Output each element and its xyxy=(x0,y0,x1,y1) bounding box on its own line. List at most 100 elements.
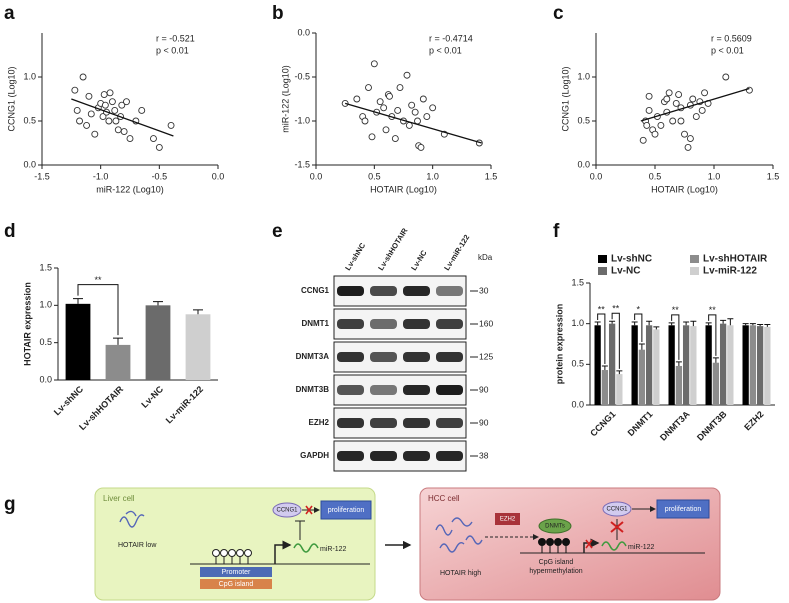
error-bar xyxy=(113,337,123,345)
data-point xyxy=(745,86,753,94)
data-point xyxy=(651,130,659,138)
cpg-label: hypermethylation xyxy=(529,568,582,575)
data-point xyxy=(368,133,376,141)
cell-title: HCC cell xyxy=(428,494,460,503)
error-bar xyxy=(742,323,749,326)
band xyxy=(370,286,397,296)
band xyxy=(436,451,463,461)
dnmt-label: DNMTs xyxy=(545,524,565,530)
correlation: r = 0.5609 xyxy=(711,33,752,43)
error-bar xyxy=(668,322,675,326)
significance: * xyxy=(637,304,641,314)
error-bar xyxy=(764,323,771,327)
panel-letter: a xyxy=(4,3,15,24)
data-point xyxy=(423,113,431,121)
bar xyxy=(705,325,712,405)
p-value: p < 0.01 xyxy=(429,45,462,55)
bar xyxy=(675,365,683,405)
data-point xyxy=(105,117,113,125)
panel-letter: b xyxy=(272,3,284,24)
output-box xyxy=(320,500,372,520)
hotair-icon xyxy=(119,510,145,528)
significance-bracket xyxy=(597,313,606,364)
data-point xyxy=(686,135,694,143)
y-tick-label: -1.5 xyxy=(294,159,310,169)
data-point xyxy=(138,106,146,114)
bar xyxy=(742,325,749,405)
bar xyxy=(719,323,727,405)
legend-swatch xyxy=(690,255,699,263)
cpg-sites xyxy=(212,549,252,564)
y-tick-label: 0.5 xyxy=(571,359,584,369)
bar xyxy=(631,325,638,405)
panel-letter: g xyxy=(4,494,16,515)
x-axis-label: miR-122 (Log10) xyxy=(96,184,164,194)
significance: ** xyxy=(612,304,620,314)
bar xyxy=(690,326,697,405)
legend-label: Lv-miR-122 xyxy=(703,266,757,277)
data-point xyxy=(386,92,393,100)
legend-swatch xyxy=(690,267,699,275)
band xyxy=(403,319,430,329)
band xyxy=(370,418,397,428)
target-node xyxy=(602,501,632,517)
row-label: CCNG1 xyxy=(301,286,330,295)
trend-line xyxy=(640,87,750,122)
band xyxy=(370,451,397,461)
x-tick-label: Lv-shNC xyxy=(52,384,86,418)
row-label: DNMT1 xyxy=(301,319,329,328)
data-point xyxy=(79,73,87,81)
transcription-arrow xyxy=(274,540,292,564)
data-point xyxy=(150,135,157,143)
legend-label: Lv-shNC xyxy=(611,254,652,265)
data-point xyxy=(155,143,163,151)
y-tick-label: 0.5 xyxy=(577,115,590,125)
data-point xyxy=(91,130,99,138)
panel-letter: f xyxy=(553,221,560,242)
band xyxy=(337,418,364,428)
bar xyxy=(682,325,690,405)
error-bar xyxy=(757,323,764,327)
error-bar xyxy=(616,370,623,375)
data-point xyxy=(675,91,683,99)
x-tick-label: 0.0 xyxy=(310,171,323,181)
legend-swatch xyxy=(598,255,607,263)
row-label: GAPDH xyxy=(300,451,329,460)
y-axis-label: CCNG1 (Log10) xyxy=(6,66,16,131)
target-label: CCNG1 xyxy=(606,507,628,513)
cpg-box xyxy=(200,579,272,589)
size-label: 30 xyxy=(479,285,489,295)
data-point xyxy=(111,106,119,114)
bar xyxy=(668,325,675,405)
transcription-arrow xyxy=(583,538,600,553)
promoter-label: Promoter xyxy=(222,569,251,576)
x-tick-label: 1.5 xyxy=(485,171,498,181)
cpg-label: CpG island xyxy=(539,559,574,566)
data-point xyxy=(123,98,130,106)
data-point xyxy=(83,121,91,129)
x-tick-label: 1.5 xyxy=(767,171,780,181)
y-axis-label: HOTAIR expression xyxy=(22,282,32,366)
y-axis-label: protein expression xyxy=(554,304,564,385)
significance-bracket xyxy=(708,314,717,356)
data-point xyxy=(167,121,175,129)
size-label: 90 xyxy=(479,417,489,427)
dnmt-node xyxy=(538,518,572,534)
data-point xyxy=(391,135,399,143)
data-point xyxy=(99,113,107,121)
data-point xyxy=(382,126,390,134)
y-tick-label: 1.0 xyxy=(571,318,584,328)
data-point xyxy=(411,108,419,116)
bar xyxy=(601,370,609,405)
data-point xyxy=(108,98,116,106)
output-box xyxy=(656,499,710,519)
error-bar xyxy=(653,326,660,330)
correlation: r = -0.521 xyxy=(156,33,195,43)
x-tick-label: EZH2 xyxy=(742,409,765,432)
data-point xyxy=(120,128,128,136)
data-point xyxy=(361,117,369,125)
error-bar xyxy=(153,301,163,306)
significance: ** xyxy=(94,275,102,285)
x-tick-label: DNMT1 xyxy=(626,409,655,438)
size-label: 90 xyxy=(479,384,489,394)
